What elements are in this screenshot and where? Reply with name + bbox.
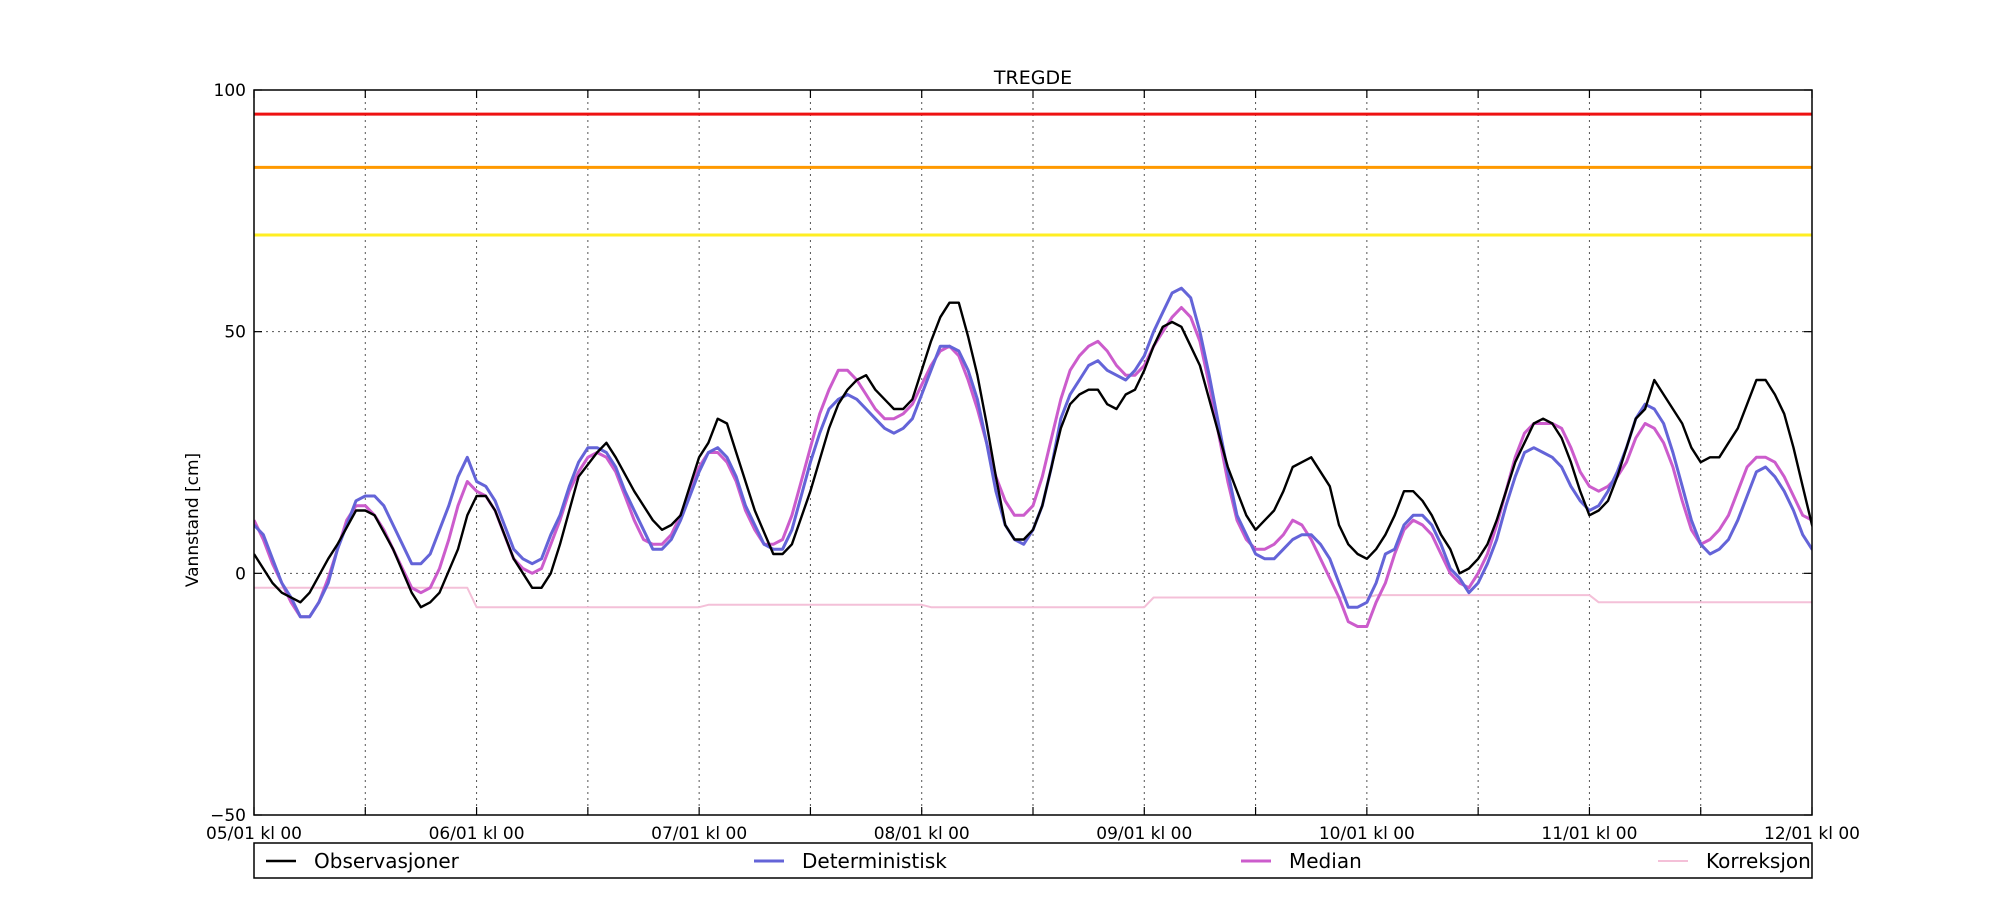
x-tick-label: 08/01 kl 00 (874, 824, 970, 844)
legend-label: Observasjoner (314, 849, 460, 873)
x-tick-label: 07/01 kl 00 (651, 824, 747, 844)
series-line-observasjoner (254, 301, 1812, 609)
legend-label: Korreksjon (1706, 849, 1811, 873)
y-tick-label: 0 (235, 564, 246, 584)
legend-label: Deterministisk (802, 849, 947, 873)
x-tick-label: 06/01 kl 00 (429, 824, 525, 844)
legend-box (253, 842, 1813, 879)
x-tick-label: 10/01 kl 00 (1319, 824, 1415, 844)
series-lines (254, 286, 1812, 628)
y-tick-label: 100 (214, 81, 246, 101)
threshold-lines (254, 112, 1812, 237)
series-line-median (254, 306, 1812, 628)
legend-label: Median (1289, 849, 1362, 873)
y-axis-label: Vannstand [cm] (183, 453, 203, 587)
x-tick-label: 11/01 kl 00 (1541, 824, 1637, 844)
x-tick-label: 09/01 kl 00 (1096, 824, 1192, 844)
chart-title: TREGDE (993, 67, 1072, 89)
x-tick-label: 05/01 kl 00 (206, 824, 302, 844)
legend: Observasjoner Deterministisk Median Korreks… (253, 842, 1813, 879)
y-tick-label: −50 (210, 806, 246, 826)
y-tick-label: 50 (224, 323, 246, 343)
grid-lines (254, 90, 1812, 815)
axis-ticks: −50 0 50 100 05/01 kl 00 06/01 kl 00 07/01 kl … (206, 81, 1860, 844)
x-tick-label: 12/01 kl 00 (1764, 824, 1860, 844)
series-line-korreksjon (254, 586, 1812, 609)
